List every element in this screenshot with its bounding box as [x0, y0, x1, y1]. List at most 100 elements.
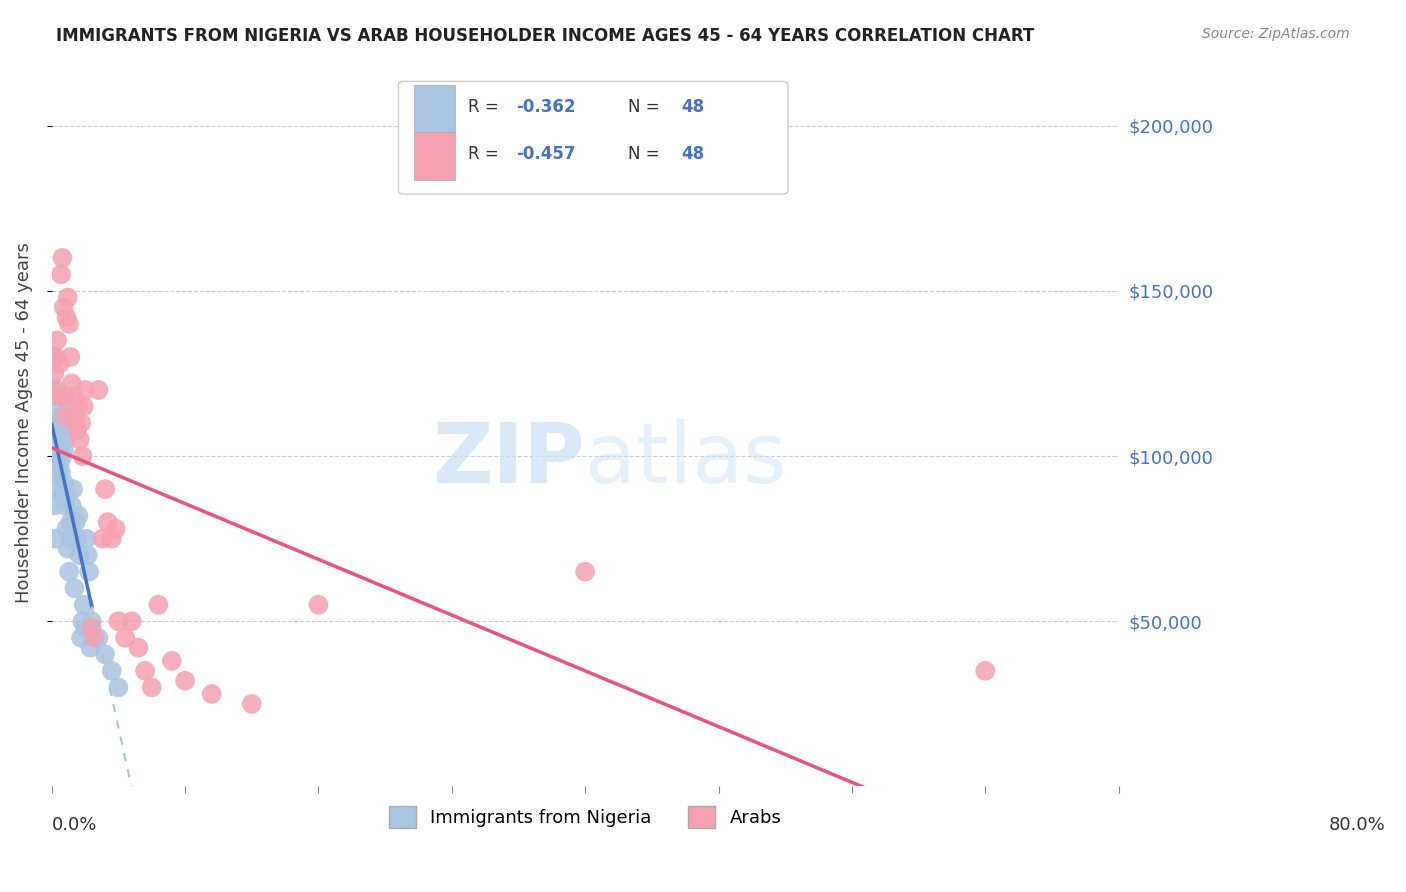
Text: atlas: atlas — [585, 419, 787, 500]
Point — [134, 664, 156, 678]
FancyBboxPatch shape — [398, 81, 787, 194]
Text: -0.362: -0.362 — [516, 98, 575, 116]
Point — [51, 489, 73, 503]
Point — [56, 541, 79, 556]
Point — [48, 433, 70, 447]
Point — [60, 376, 83, 391]
Point — [66, 532, 89, 546]
Point — [79, 640, 101, 655]
Text: ZIP: ZIP — [433, 419, 585, 500]
Point — [72, 615, 94, 629]
Point — [45, 482, 67, 496]
Point — [114, 631, 136, 645]
Point — [52, 301, 75, 315]
Point — [308, 598, 330, 612]
Text: R =: R = — [468, 145, 503, 163]
Point — [75, 621, 97, 635]
Point — [75, 532, 97, 546]
Point — [67, 400, 90, 414]
Text: IMMIGRANTS FROM NIGERIA VS ARAB HOUSEHOLDER INCOME AGES 45 - 64 YEARS CORRELATIO: IMMIGRANTS FROM NIGERIA VS ARAB HOUSEHOL… — [56, 27, 1035, 45]
Point — [48, 466, 70, 480]
Y-axis label: Householder Income Ages 45 - 64 years: Householder Income Ages 45 - 64 years — [15, 243, 32, 604]
Point — [53, 499, 76, 513]
Point — [574, 565, 596, 579]
Point — [49, 268, 72, 282]
Point — [56, 291, 79, 305]
Point — [44, 367, 66, 381]
Point — [56, 416, 79, 430]
Point — [59, 515, 82, 529]
Point — [141, 681, 163, 695]
Point — [72, 449, 94, 463]
Point — [53, 390, 76, 404]
Point — [46, 334, 69, 348]
Point — [48, 456, 70, 470]
Point — [46, 383, 69, 397]
Point — [55, 489, 77, 503]
Point — [58, 317, 80, 331]
Text: N =: N = — [628, 145, 665, 163]
Point — [53, 433, 76, 447]
Point — [69, 548, 91, 562]
Point — [44, 499, 66, 513]
Point — [45, 350, 67, 364]
Point — [240, 697, 263, 711]
Point — [94, 648, 117, 662]
Point — [70, 631, 93, 645]
Point — [201, 687, 224, 701]
Point — [48, 390, 70, 404]
Point — [75, 383, 97, 397]
Point — [49, 400, 72, 414]
Point — [83, 631, 105, 645]
FancyBboxPatch shape — [415, 132, 456, 179]
Text: -0.457: -0.457 — [516, 145, 575, 163]
Point — [60, 499, 83, 513]
Point — [42, 383, 65, 397]
Point — [60, 532, 83, 546]
Text: 48: 48 — [681, 145, 704, 163]
Point — [104, 522, 127, 536]
Point — [48, 423, 70, 437]
Point — [76, 548, 98, 562]
Text: 48: 48 — [681, 98, 704, 116]
Point — [55, 522, 77, 536]
Point — [127, 640, 149, 655]
Point — [73, 400, 96, 414]
Point — [49, 409, 72, 424]
Point — [52, 475, 75, 490]
Point — [121, 615, 143, 629]
FancyBboxPatch shape — [415, 85, 456, 132]
Point — [107, 681, 129, 695]
Point — [45, 532, 67, 546]
Point — [100, 664, 122, 678]
Point — [80, 615, 103, 629]
Point — [62, 390, 84, 404]
Point — [160, 654, 183, 668]
Point — [87, 383, 110, 397]
Point — [66, 423, 89, 437]
Point — [62, 482, 84, 496]
Point — [77, 565, 100, 579]
Point — [42, 350, 65, 364]
Point — [107, 615, 129, 629]
Legend: Immigrants from Nigeria, Arabs: Immigrants from Nigeria, Arabs — [382, 799, 789, 836]
Point — [58, 565, 80, 579]
Point — [80, 621, 103, 635]
Point — [53, 409, 76, 424]
Text: 80.0%: 80.0% — [1329, 815, 1385, 833]
Point — [69, 433, 91, 447]
Point — [70, 416, 93, 430]
Point — [51, 390, 73, 404]
Point — [97, 515, 120, 529]
Point — [49, 466, 72, 480]
Text: N =: N = — [628, 98, 665, 116]
Point — [974, 664, 997, 678]
Point — [87, 631, 110, 645]
Point — [48, 449, 70, 463]
Text: Source: ZipAtlas.com: Source: ZipAtlas.com — [1202, 27, 1350, 41]
Point — [48, 357, 70, 371]
Point — [91, 532, 114, 546]
Point — [52, 442, 75, 457]
Point — [73, 598, 96, 612]
Point — [48, 416, 70, 430]
